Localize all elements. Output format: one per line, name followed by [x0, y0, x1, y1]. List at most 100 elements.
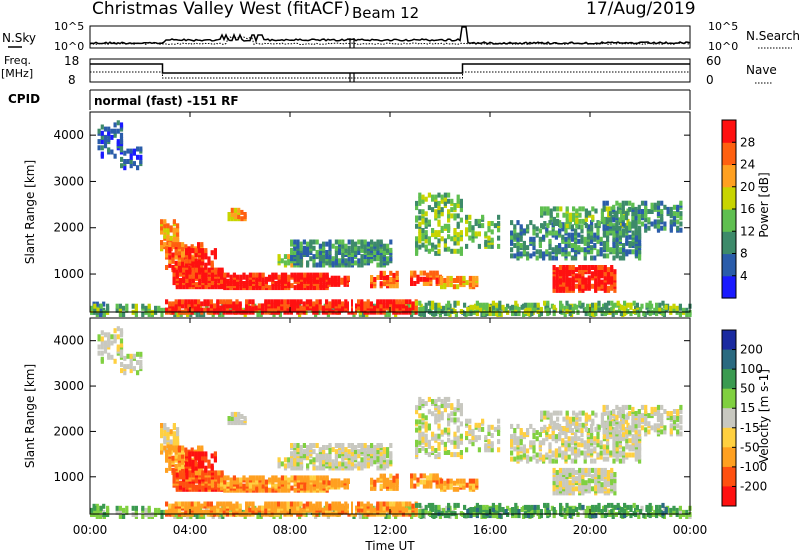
power-cell	[593, 236, 597, 242]
velocity-cell	[431, 399, 435, 404]
power-cell	[299, 245, 303, 251]
velocity-cell	[255, 475, 259, 481]
velocity-cell	[129, 360, 133, 365]
velocity-cell	[363, 461, 367, 467]
power-cell	[631, 202, 635, 208]
velocity-cell	[618, 429, 622, 435]
power-cell	[459, 230, 463, 236]
velocity-cell	[549, 412, 553, 418]
power-cell	[270, 303, 274, 309]
power-cell	[331, 243, 335, 249]
power-cell	[309, 299, 313, 305]
velocity-cell	[118, 505, 122, 511]
power-cell	[685, 312, 689, 317]
velocity-cell	[456, 439, 460, 445]
velocity-cell	[552, 410, 556, 416]
power-cell	[622, 255, 626, 261]
power-cell	[293, 299, 297, 305]
velocity-cell	[577, 436, 581, 442]
power-cell	[676, 225, 680, 231]
power-cell	[628, 234, 632, 240]
power-cell	[181, 250, 185, 256]
velocity-cell	[590, 423, 594, 429]
velocity-cell	[333, 484, 338, 490]
power-cell	[631, 215, 635, 221]
power-cell	[261, 272, 265, 278]
power-cell	[157, 305, 161, 311]
velocity-cell	[605, 429, 609, 435]
velocity-cell	[574, 448, 578, 454]
power-cell	[628, 225, 632, 231]
velocity-cell	[612, 432, 616, 438]
power-cell	[328, 245, 332, 251]
power-cell	[271, 285, 275, 291]
velocity-cell	[552, 420, 556, 426]
power-cell	[113, 122, 117, 128]
velocity-cell	[201, 470, 205, 476]
velocity-cell	[594, 484, 598, 490]
power-cell	[325, 272, 329, 278]
power-cell	[429, 270, 433, 276]
velocity-cell	[587, 478, 591, 484]
velocity-cell	[453, 431, 457, 437]
power-cell	[273, 299, 277, 305]
velocity-cell	[468, 424, 472, 430]
power-cell	[570, 236, 574, 242]
power-cell	[533, 302, 537, 308]
freq-unit: [MHz]	[1, 67, 33, 80]
power-cell	[567, 224, 571, 230]
velocity-cell	[558, 480, 563, 486]
power-cell	[655, 311, 659, 317]
power-cell	[172, 267, 176, 273]
power-cell	[395, 275, 399, 280]
power-cell	[527, 302, 531, 308]
velocity-cell	[443, 480, 447, 486]
power-cell	[366, 258, 370, 264]
power-cell	[171, 242, 175, 248]
power-cell	[373, 250, 377, 255]
power-cell	[497, 214, 501, 220]
velocity-cell	[447, 396, 451, 402]
velocity-cell	[606, 440, 610, 446]
power-cell	[283, 260, 288, 266]
power-cell	[118, 307, 122, 313]
power-cell	[242, 272, 246, 278]
power-cell	[545, 249, 549, 255]
velocity-cell	[610, 410, 614, 416]
velocity-cell	[327, 480, 331, 486]
power-cell	[194, 258, 198, 264]
velocity-cell	[243, 416, 247, 421]
velocity-cell	[456, 486, 460, 492]
power-cell	[206, 307, 210, 313]
power-cell	[506, 303, 510, 309]
power-cell	[453, 248, 457, 254]
power-cell	[370, 245, 374, 251]
power-cell	[440, 280, 444, 286]
power-cell	[552, 311, 556, 317]
power-cell	[594, 265, 598, 270]
power-cell	[682, 307, 686, 313]
velocity-cell	[431, 431, 435, 437]
velocity-cell	[551, 434, 555, 440]
power-cell	[357, 245, 361, 251]
power-cell	[176, 231, 180, 237]
velocity-cell	[100, 336, 104, 342]
velocity-cell	[437, 441, 441, 447]
power-cell	[126, 148, 130, 154]
power-cell	[202, 312, 206, 317]
velocity-cell	[163, 445, 167, 451]
power-cell	[605, 225, 609, 231]
velocity-cell	[424, 401, 428, 406]
power-cell	[440, 211, 444, 217]
velocity-cell	[565, 410, 569, 416]
power-cell	[443, 192, 447, 198]
power-cell	[622, 247, 626, 253]
power-cell	[134, 303, 138, 309]
velocity-cell	[181, 459, 185, 465]
power-cell	[113, 153, 117, 159]
power-cell	[511, 304, 515, 310]
power-cell	[316, 272, 320, 278]
power-cell	[487, 235, 491, 241]
velocity-cell	[672, 415, 677, 421]
velocity-cell	[626, 422, 630, 428]
